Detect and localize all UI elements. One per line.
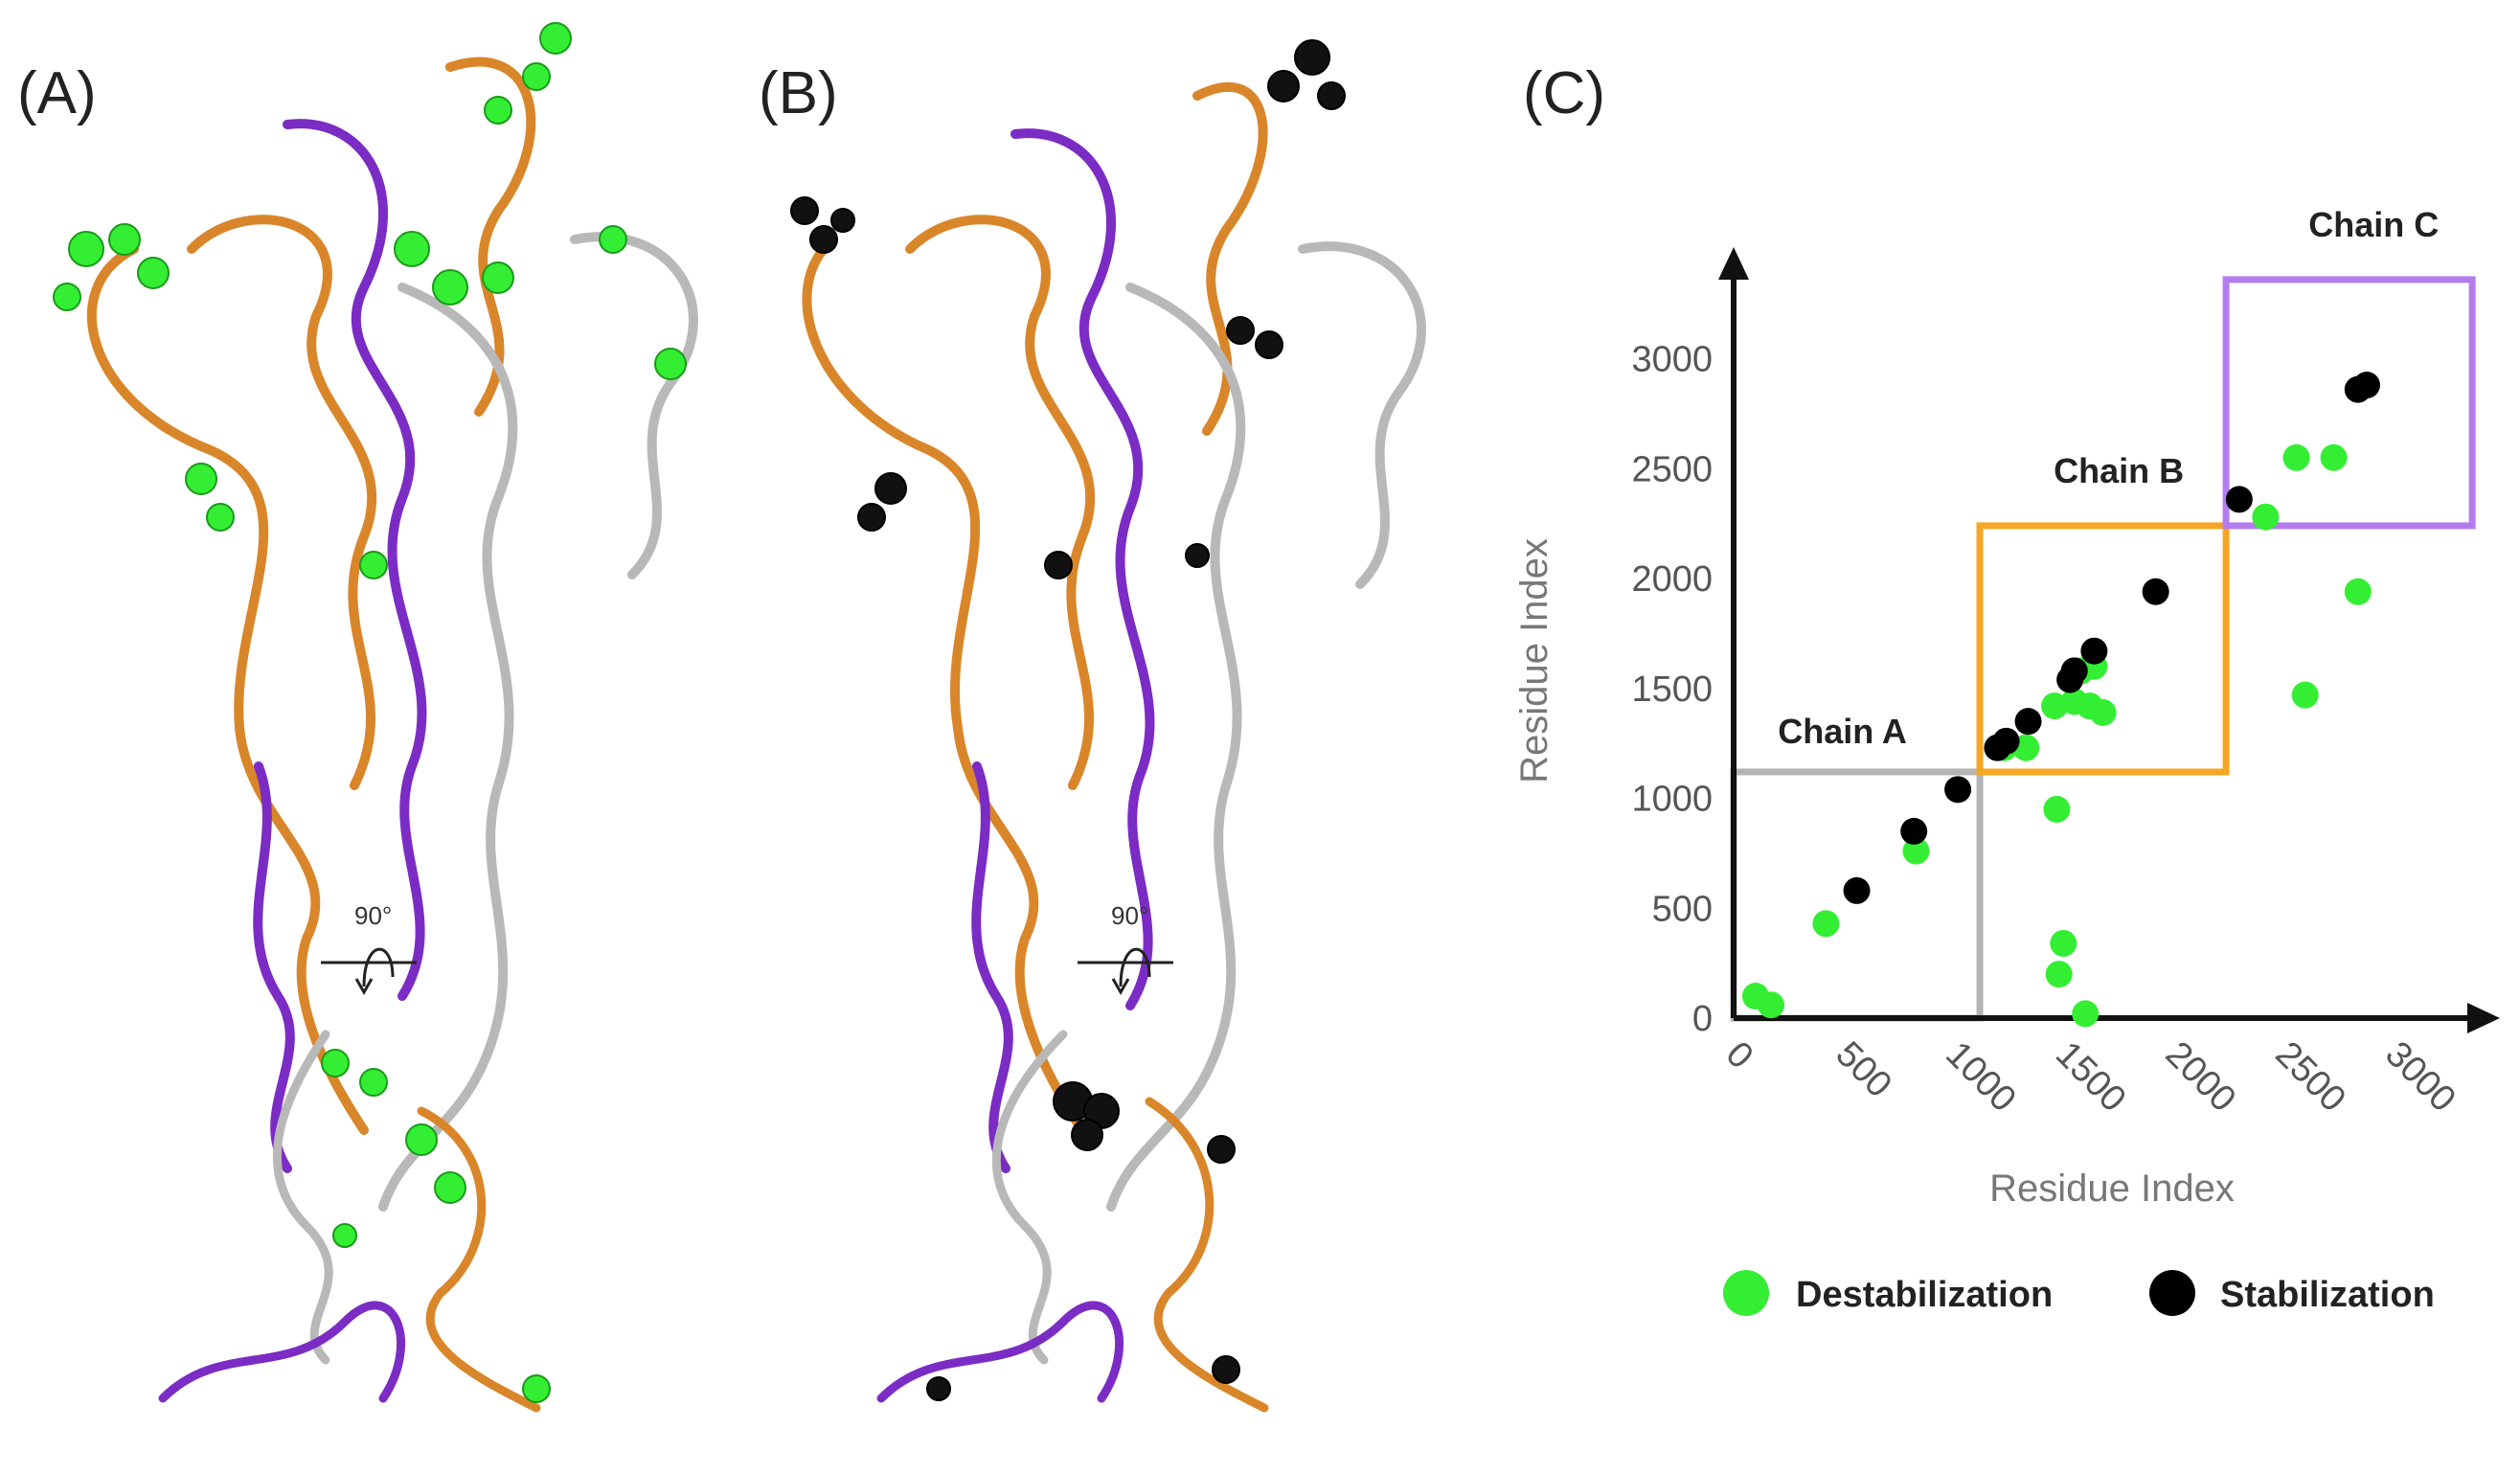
destabilization-spheres-top-a (321, 1049, 551, 1403)
destabilization-point (2045, 961, 2073, 988)
structure-panel-b: (B) 90° (759, 39, 1426, 1413)
stabilization-spheres-b (790, 39, 1346, 579)
stabilization-point (2014, 708, 2042, 736)
stabilization-point (1900, 817, 1928, 845)
stabilization-point (2080, 637, 2108, 665)
x-tick-label: 3000 (2377, 1034, 2463, 1120)
x-axis-arrow-icon (2467, 1003, 2500, 1033)
rotation-label-b: 90° (1111, 901, 1148, 930)
legend: Destabilization Stabilization (1723, 1270, 2435, 1316)
y-tick-label: 1000 (1631, 780, 1713, 820)
axes (1718, 247, 2500, 1033)
legend-swatch-stabilization (2149, 1270, 2195, 1316)
destabilization-point (2344, 578, 2372, 605)
x-tick-label: 2500 (2267, 1034, 2352, 1120)
ribbon-orange (445, 57, 536, 417)
ribbon-gray (1298, 241, 1426, 589)
destabilization-point (2072, 1000, 2100, 1028)
destabilization-point (2252, 503, 2280, 531)
ribbon-purple (253, 761, 295, 1173)
stabilization-point (2060, 657, 2088, 685)
ribbon-orange (1145, 1097, 1269, 1413)
ribbon-purple (158, 1301, 406, 1403)
y-tick-label: 3000 (1631, 340, 1713, 380)
destabilization-point (2291, 681, 2319, 709)
y-axis-title: Residue Index (1513, 538, 1555, 783)
x-axis-title: Residue Index (1989, 1168, 2235, 1210)
rotation-label-a: 90° (354, 901, 392, 930)
y-axis-arrow-icon (1718, 247, 1749, 280)
ribbon-orange (86, 244, 369, 1135)
x-tick-label: 1500 (2048, 1034, 2133, 1120)
ribbon-orange (417, 1106, 541, 1413)
legend-label-stabilization: Stabilization (2220, 1275, 2435, 1315)
chain-region-label: Chain A (1778, 712, 1907, 751)
stabilization-point (2352, 372, 2380, 399)
ribbon-orange (187, 215, 377, 790)
ribbon-gray (378, 283, 518, 1212)
ribbon-gray (570, 232, 698, 579)
rotation-arrow-icon (1078, 947, 1173, 996)
x-tick-label: 500 (1828, 1034, 1899, 1106)
legend-swatch-destabilization (1723, 1270, 1769, 1316)
chain-region-label: Chain C (2308, 205, 2439, 244)
structure-panel-a: (A) 90° (17, 22, 698, 1413)
rotation-arrow-icon (321, 947, 417, 996)
ribbon-gray (991, 1030, 1068, 1365)
stabilization-point (2225, 486, 2253, 513)
destabilization-point (1812, 910, 1840, 938)
x-tick-label: 1000 (1938, 1034, 2023, 1120)
ribbon-gray (272, 1030, 333, 1365)
y-tick-labels: 0 500 1000 1500 2000 2500 3000 (1631, 340, 1713, 1040)
y-tick-label: 2500 (1631, 449, 1713, 489)
y-tick-label: 1500 (1631, 669, 1713, 710)
panel-label-b: (B) (759, 60, 838, 126)
protein-side-view-a (86, 57, 698, 1212)
protein-top-view-b (876, 1030, 1269, 1413)
scatter-points (1741, 372, 2380, 1028)
residue-scatter-chart: (C) Chain A Chain B Chain C 0 500 1000 1500 20… (1513, 60, 2500, 1316)
chain-region-label: Chain B (2054, 451, 2184, 490)
stabilization-point (1992, 727, 2020, 755)
y-tick-label: 0 (1692, 999, 1713, 1039)
protein-top-view-a (158, 1030, 541, 1413)
legend-label-destabilization: Destabilization (1796, 1275, 2053, 1315)
destabilization-point (2320, 443, 2348, 471)
chain-region-box (2222, 276, 2476, 530)
ribbon-purple (1010, 128, 1155, 1010)
destabilization-point (2089, 698, 2117, 726)
ribbon-purple (283, 119, 427, 1001)
chain-regions: Chain A Chain B Chain C (1730, 205, 2476, 1022)
stabilization-point (2142, 578, 2169, 605)
x-tick-label: 0 (1718, 1034, 1761, 1077)
ribbon-purple (876, 1301, 1124, 1403)
panel-label-c: (C) (1523, 60, 1605, 126)
panel-label-a: (A) (17, 60, 97, 126)
destabilization-point (2043, 795, 2071, 823)
x-tick-label: 2000 (2158, 1034, 2243, 1120)
y-tick-label: 2000 (1631, 559, 1713, 600)
x-tick-labels: 0 500 1000 1500 2000 2500 3000 (1718, 1034, 2463, 1120)
stabilization-spheres-top-b (926, 1081, 1240, 1401)
ribbon-orange (905, 215, 1096, 790)
stabilization-point (1843, 876, 1871, 904)
ribbon-purple (971, 761, 1013, 1173)
destabilization-point (2050, 929, 2077, 957)
chain-region-box (1976, 522, 2230, 776)
destabilization-spheres-a (53, 22, 687, 579)
ribbon-orange (802, 235, 1087, 1135)
ribbon-gray (1106, 283, 1246, 1212)
stabilization-point (1944, 776, 1972, 804)
y-tick-label: 500 (1652, 889, 1713, 929)
destabilization-point (2282, 443, 2310, 471)
destabilization-point (1758, 991, 1785, 1019)
protein-side-view-b (802, 81, 1426, 1212)
destabilization-point (1902, 837, 1930, 865)
